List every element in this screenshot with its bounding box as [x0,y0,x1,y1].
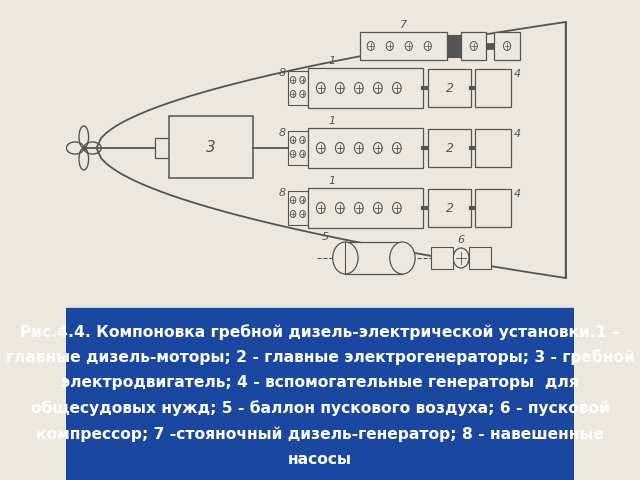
Text: 4: 4 [513,129,520,139]
Text: 2: 2 [445,202,454,215]
Bar [486,43,494,49]
Bar [346,242,403,274]
Bar [308,188,423,228]
Bar [308,128,423,168]
Bar [428,129,472,167]
Bar [308,68,423,108]
Text: Рис.4.4. Компоновка гребной дизель-электрической установки.1 –: Рис.4.4. Компоновка гребной дизель-элект… [20,324,620,340]
Text: 1: 1 [328,176,335,186]
Text: 3: 3 [206,140,216,155]
Text: компрессор; 7 -стояночный дизель-генератор; 8 - навешенные: компрессор; 7 -стояночный дизель-генерат… [36,426,604,442]
Bar [428,189,472,227]
Circle shape [453,248,469,268]
Text: 8: 8 [279,128,286,138]
Text: 5: 5 [321,232,329,242]
Text: главные дизель-моторы; 2 - главные электрогенераторы; 3 - гребной: главные дизель-моторы; 2 - главные элект… [6,349,634,365]
Bar [287,131,308,165]
Polygon shape [97,22,566,278]
Text: 2: 2 [445,82,454,95]
Text: 8: 8 [279,68,286,78]
Text: 6: 6 [458,235,465,245]
Text: общесудовых нужд; 5 - баллон пускового воздуха; 6 - пусковой: общесудовых нужд; 5 - баллон пускового в… [31,400,609,416]
Text: 7: 7 [399,20,407,30]
Bar [428,69,472,107]
Text: 1: 1 [328,116,335,126]
Text: 1: 1 [328,56,335,66]
Bar [461,32,486,60]
Bar [155,138,170,158]
Ellipse shape [390,242,415,274]
Bar [67,308,573,480]
Bar [476,129,511,167]
Bar [476,189,511,227]
Text: 2: 2 [445,142,454,155]
Bar [431,247,453,269]
Bar [469,247,491,269]
Text: 8: 8 [279,188,286,198]
Bar [476,69,511,107]
Text: насосы: насосы [288,452,352,467]
Text: электродвигатель; 4 - вспомогательные генераторы  для: электродвигатель; 4 - вспомогательные ге… [61,375,579,390]
Bar [447,35,461,57]
Bar [287,191,308,225]
Ellipse shape [333,242,358,274]
Text: 4: 4 [513,189,520,199]
Bar [170,116,253,178]
Bar [494,32,520,60]
Bar [360,32,447,60]
Text: 4: 4 [513,69,520,79]
Bar [287,71,308,105]
